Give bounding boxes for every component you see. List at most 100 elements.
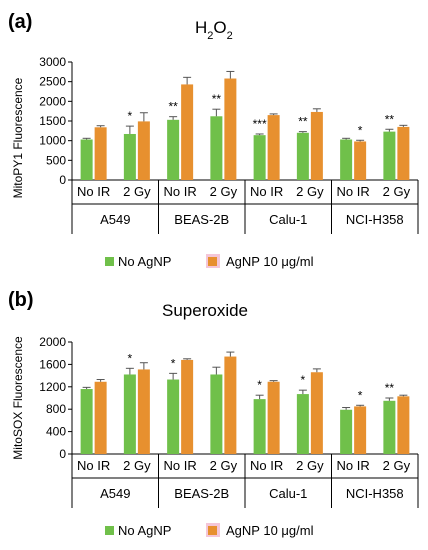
bar-no-agnp: [123, 374, 136, 454]
x-category-label: 2 Gy: [296, 458, 324, 473]
bar-agnp: [137, 369, 150, 454]
bar-no-agnp: [80, 389, 93, 454]
bar-agnp: [94, 127, 107, 180]
bar-agnp: [267, 115, 280, 180]
y-axis-label-b: MitoSOX Fluorescence: [11, 336, 25, 460]
bar-no-agnp: [340, 409, 353, 454]
bar-agnp: [397, 126, 410, 180]
panel-letter-b: (b): [8, 289, 34, 311]
y-tick-label: 3000: [39, 55, 66, 69]
significance-mark: **: [385, 112, 395, 126]
bar-agnp: [310, 372, 323, 454]
group-label: Calu-1: [269, 212, 307, 227]
x-category-label: 2 Gy: [383, 184, 411, 199]
y-tick-label: 400: [46, 425, 66, 439]
bar-no-agnp: [253, 399, 266, 454]
bar-no-agnp: [167, 379, 180, 454]
x-category-label: No IR: [77, 184, 110, 199]
y-tick-label: 2000: [39, 94, 66, 108]
x-category-label: No IR: [337, 184, 370, 199]
bar-agnp: [354, 141, 367, 180]
y-tick-label: 2500: [39, 75, 66, 89]
significance-mark: *: [128, 351, 133, 365]
bar-no-agnp: [340, 139, 353, 180]
x-category-label: 2 Gy: [296, 184, 324, 199]
x-category-label: No IR: [77, 458, 110, 473]
x-category-label: 2 Gy: [210, 184, 238, 199]
x-category-label: 2 Gy: [383, 458, 411, 473]
x-category-label: No IR: [250, 184, 283, 199]
y-tick-label: 1600: [39, 357, 66, 371]
y-tick-label: 2000: [39, 335, 66, 349]
chart-title-b: Superoxide: [162, 301, 248, 320]
panel-a: (a) H2O2 MitoPY1 Fluorescence 0 500 1000 15…: [8, 11, 419, 234]
group-label: BEAS-2B: [174, 212, 229, 227]
legend-b: No AgNP AgNP 10 μg/ml: [105, 523, 314, 538]
significance-mark: *: [171, 356, 176, 370]
bar-no-agnp: [80, 139, 93, 180]
group-label: NCI-H358: [346, 212, 404, 227]
bar-agnp: [137, 121, 150, 180]
plot-area-b: 0 400 800 1200 1600 2000 No IR * 2 Gy * No IR 2 Gy *…: [39, 335, 419, 508]
x-category-label: 2 Gy: [210, 458, 238, 473]
bar-no-agnp: [296, 132, 309, 180]
legend-label-no-agnp-b: No AgNP: [118, 523, 171, 538]
panel-letter-a: (a): [8, 11, 32, 33]
significance-mark: *: [358, 123, 363, 137]
y-tick-label: 500: [46, 153, 66, 167]
significance-mark: **: [168, 100, 178, 114]
legend-swatch-agnp-b: [208, 526, 217, 535]
x-category-label: No IR: [164, 458, 197, 473]
bar-agnp: [397, 396, 410, 454]
significance-mark: *: [358, 388, 363, 402]
x-category-label: No IR: [337, 458, 370, 473]
legend-swatch-no-agnp-b: [105, 526, 114, 535]
x-category-label: 2 Gy: [123, 184, 151, 199]
bar-agnp: [181, 84, 194, 180]
group-label: BEAS-2B: [174, 486, 229, 501]
significance-mark: *: [301, 373, 306, 387]
group-label: A549: [100, 486, 130, 501]
bar-no-agnp: [383, 131, 396, 180]
legend-label-no-agnp: No AgNP: [118, 254, 171, 269]
legend-swatch-no-agnp: [105, 257, 114, 266]
group-label: Calu-1: [269, 486, 307, 501]
y-tick-label: 1000: [39, 134, 66, 148]
group-label: NCI-H358: [346, 486, 404, 501]
x-category-label: No IR: [250, 458, 283, 473]
y-tick-label: 1200: [39, 380, 66, 394]
bar-no-agnp: [296, 394, 309, 454]
bar-no-agnp: [383, 400, 396, 454]
bar-agnp: [354, 406, 367, 454]
bar-no-agnp: [210, 374, 223, 454]
y-axis-label-a: MitoPY1 Fluorescence: [11, 77, 25, 198]
plot-area-a: 0 500 1000 1500 2000 2500 3000 No IR * 2 Gy ** No I…: [39, 55, 419, 234]
y-tick-label: 800: [46, 402, 66, 416]
y-tick-label: 0: [59, 447, 66, 461]
legend-a: No AgNP AgNP 10 μg/ml: [105, 254, 314, 269]
bar-agnp: [310, 111, 323, 180]
bar-agnp: [181, 359, 194, 454]
significance-mark: **: [385, 381, 395, 395]
significance-mark: *: [257, 378, 262, 392]
y-tick-label: 1500: [39, 114, 66, 128]
significance-mark: **: [298, 115, 308, 129]
significance-mark: *: [128, 109, 133, 123]
legend-label-agnp-b: AgNP 10 μg/ml: [226, 523, 314, 538]
bar-no-agnp: [123, 133, 136, 180]
significance-mark: ***: [253, 117, 267, 131]
y-tick-label: 0: [59, 173, 66, 187]
legend-swatch-agnp: [208, 257, 217, 266]
group-label: A549: [100, 212, 130, 227]
bar-no-agnp: [167, 119, 180, 180]
significance-mark: **: [212, 92, 222, 106]
legend-label-agnp: AgNP 10 μg/ml: [226, 254, 314, 269]
bar-no-agnp: [210, 116, 223, 180]
bar-agnp: [224, 78, 237, 180]
x-category-label: 2 Gy: [123, 458, 151, 473]
bar-agnp: [267, 381, 280, 454]
chart-title-a: H2O2: [195, 18, 233, 42]
x-category-label: No IR: [164, 184, 197, 199]
bar-agnp: [94, 381, 107, 454]
